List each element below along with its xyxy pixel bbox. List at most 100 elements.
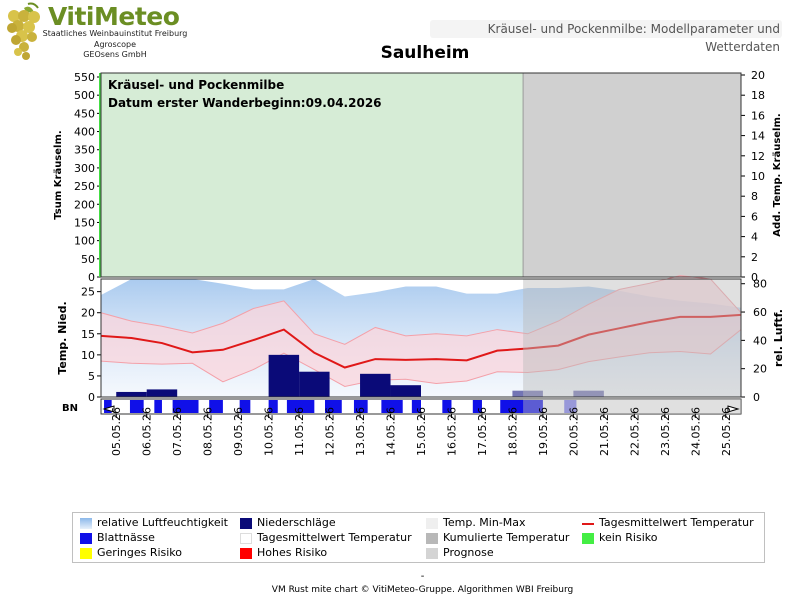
- x-tick-label: 08.05.26: [202, 407, 215, 456]
- x-tick-label: 22.05.26: [628, 407, 641, 456]
- x-tick-label: 24.05.26: [689, 407, 702, 456]
- logo-title: VitiMeteo: [48, 2, 180, 31]
- weather-left-tick-label: 25: [81, 286, 95, 299]
- top-left-tick-label: 550: [74, 71, 95, 84]
- legend-swatch-temp-mean-2: [240, 533, 252, 544]
- temp-mean-line: [100, 313, 742, 369]
- x-tick-label: 14.05.26: [385, 407, 398, 456]
- top-left-tick-label: 150: [74, 216, 95, 229]
- no-risk-zone: [101, 73, 524, 277]
- x-tick-label: 20.05.26: [567, 407, 580, 456]
- weather-right-tick-label: 20: [753, 363, 767, 376]
- weather-right-tick-label: 40: [753, 334, 767, 347]
- legend-item-temp-mean-2: Tagesmittelwert Temperatur: [240, 531, 412, 544]
- logo-line-1: Staatliches Weinbauinstitut Freiburg: [42, 29, 188, 38]
- top-right-tick-label: 12: [751, 150, 765, 163]
- precip-bar: [390, 385, 421, 397]
- first-migration-note: Datum erster Wanderbeginn:09.04.2026: [108, 96, 382, 110]
- temp-min-line: [100, 329, 742, 387]
- legend-item-cumtemp: Kumulierte Temperatur: [426, 531, 569, 544]
- x-tick-label: 13.05.26: [354, 407, 367, 456]
- top-right-tick-label: 14: [751, 130, 765, 143]
- legend-swatch-high-risk: [240, 548, 252, 559]
- leaf-wetness-segment: [172, 400, 199, 413]
- top-right-tick-label: 6: [751, 210, 758, 223]
- top-right-tick-label: 10: [751, 170, 765, 183]
- leaf-wetness-segment: [381, 400, 403, 413]
- x-tick-label: 05.05.26: [110, 407, 123, 456]
- legend-swatch-cumtemp: [426, 533, 438, 544]
- leaf-wetness-segment: [411, 400, 421, 413]
- precip-bar: [116, 391, 147, 397]
- leaf-wetness-segment: [472, 400, 482, 413]
- precip-bar: [299, 371, 330, 397]
- precip-bar: [573, 390, 604, 397]
- station-title: Saulheim: [380, 43, 470, 63]
- legend-swatch-leafwet: [80, 533, 92, 544]
- legend-item-temp-mean: Tagesmittelwert Temperatur: [582, 516, 754, 529]
- top-right-axis-label: Add. Temp. Kräuselm.: [772, 113, 783, 236]
- top-left-axis-label: Tsum Kräuselm.: [53, 130, 64, 219]
- leaf-wetness-segment: [129, 400, 144, 413]
- x-tick-label: 09.05.26: [232, 407, 245, 456]
- mite-weather-chart: Kräusel- und Pockenmilbe Datum erster Wan…: [53, 69, 785, 456]
- leaf-wetness-segment: [286, 400, 315, 413]
- top-left-tick-label: 100: [74, 235, 95, 248]
- legend-swatch-humidity: [80, 518, 92, 529]
- x-tick-label: 21.05.26: [598, 407, 611, 456]
- forecast-zone-weather: [523, 279, 741, 397]
- top-left-tick-label: 500: [74, 89, 95, 102]
- page-subtitle: Kräusel- und Pockenmilbe: Modellparamete…: [430, 20, 782, 54]
- top-left-tick-label: 300: [74, 162, 95, 175]
- legend-swatch-forecast: [426, 548, 438, 559]
- top-left-tick-label: 450: [74, 107, 95, 120]
- top-left-tick-label: 350: [74, 144, 95, 157]
- legend-swatch-precip: [240, 518, 252, 529]
- vitimeteo-logo: VitiMeteo Staatliches Weinbauinstitut Fr…: [4, 2, 194, 62]
- legend-item-low-risk: Geringes Risiko: [80, 546, 182, 559]
- legend-item-no-risk: kein Risiko: [582, 531, 657, 544]
- x-tick-label: 23.05.26: [659, 407, 672, 456]
- top-right-tick-label: 18: [751, 89, 765, 102]
- top-right-tick-label: 4: [751, 231, 758, 244]
- x-tick-label: 10.05.26: [263, 407, 276, 456]
- weather-right-axis-label: rel. Luftf.: [772, 309, 785, 367]
- grape-icon: [7, 2, 40, 60]
- bn-label: BN: [62, 403, 78, 414]
- weather-right-tick-label: 60: [753, 306, 767, 319]
- leaf-wetness-segment: [104, 400, 112, 413]
- top-left-tick-label: 200: [74, 198, 95, 211]
- weather-panel-frame: [100, 278, 742, 398]
- weather-right-tick-label: 0: [753, 391, 760, 404]
- bn-right-arrow-icon: [727, 405, 740, 413]
- temp-max-line: [100, 275, 742, 345]
- top-panel-frame: [100, 72, 742, 278]
- leaf-wetness-segment: [564, 400, 577, 413]
- leaf-wetness-segment: [239, 400, 251, 413]
- top-right-tick-label: 2: [751, 251, 758, 264]
- legend-swatch-temp-mean: [582, 523, 594, 525]
- chart-legend: relative Luftfeuchtigkeit Niederschläge …: [72, 512, 765, 563]
- forecast-zone-top: [523, 73, 741, 277]
- footer-dash: -: [420, 571, 425, 582]
- top-left-tick-label: 0: [88, 271, 95, 284]
- precip-bar: [512, 390, 543, 397]
- top-right-tick-label: 0: [751, 271, 758, 284]
- logo-line-3: GEOsens GmbH: [83, 50, 147, 59]
- weather-left-tick-label: 20: [81, 307, 95, 320]
- precip-bar: [360, 373, 391, 397]
- leaf-wetness-segment: [325, 400, 342, 413]
- legend-item-humidity: relative Luftfeuchtigkeit: [80, 516, 228, 529]
- legend-swatch-temp-minmax: [426, 518, 438, 529]
- leaf-wetness-segment: [442, 400, 452, 413]
- x-tick-label: 25.05.26: [720, 407, 733, 456]
- x-tick-label: 07.05.26: [171, 407, 184, 456]
- leaf-wetness-segment: [268, 400, 278, 413]
- top-left-tick-label: 250: [74, 180, 95, 193]
- temp-minmax-band: [101, 275, 741, 387]
- top-right-tick-label: 20: [751, 69, 765, 82]
- footer-credit: VM Rust mite chart © VitiMeteo-Gruppe. A…: [271, 585, 574, 595]
- legend-item-high-risk: Hohes Risiko: [240, 546, 327, 559]
- x-tick-label: 18.05.26: [506, 407, 519, 456]
- mite-title: Kräusel- und Pockenmilbe: [108, 78, 284, 92]
